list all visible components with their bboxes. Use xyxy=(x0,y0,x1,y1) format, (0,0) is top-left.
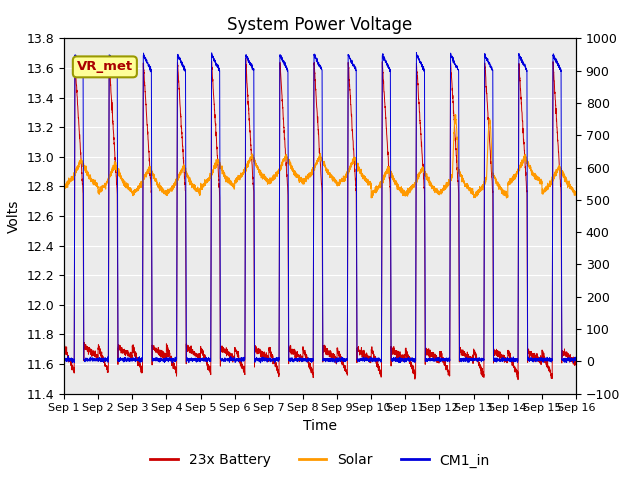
Title: System Power Voltage: System Power Voltage xyxy=(227,16,413,34)
X-axis label: Time: Time xyxy=(303,419,337,433)
Legend: 23x Battery, Solar, CM1_in: 23x Battery, Solar, CM1_in xyxy=(145,448,495,473)
Text: VR_met: VR_met xyxy=(77,60,133,73)
Y-axis label: Volts: Volts xyxy=(7,199,21,233)
